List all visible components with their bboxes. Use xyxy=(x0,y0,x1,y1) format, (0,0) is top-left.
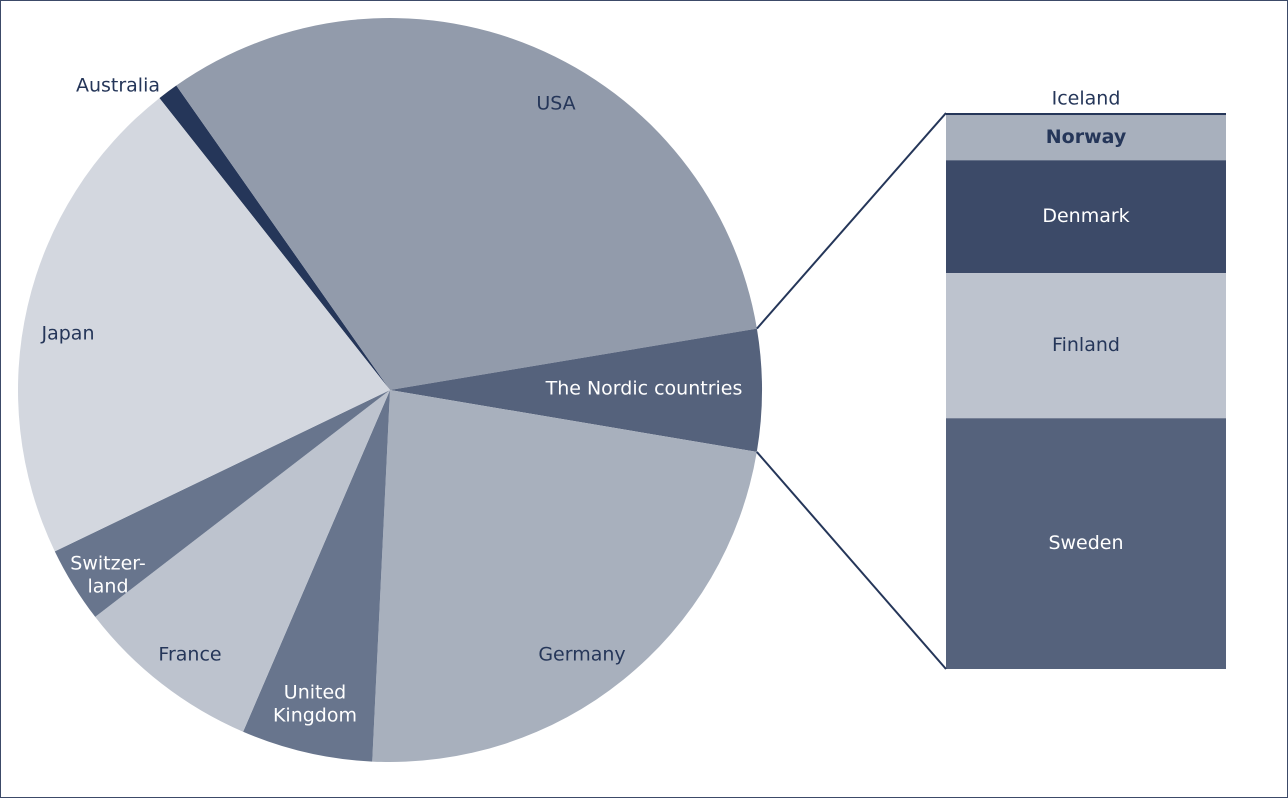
pie-slice xyxy=(18,98,391,552)
pie-slice xyxy=(176,17,757,391)
pie-slice xyxy=(372,390,757,762)
segment-label: Denmark xyxy=(1042,205,1129,227)
segment-label: Iceland xyxy=(1052,88,1121,110)
pie-slice xyxy=(390,328,762,452)
bar-segment xyxy=(946,113,1226,116)
slice-label: Germany xyxy=(538,644,625,666)
bar-segment xyxy=(946,418,1226,669)
slice-label: The Nordic countries xyxy=(545,378,743,400)
segment-label: Finland xyxy=(1052,334,1120,356)
pie-slice xyxy=(54,390,390,617)
slice-label: France xyxy=(158,644,221,666)
segment-label: Sweden xyxy=(1048,532,1123,554)
connector-line xyxy=(756,451,947,670)
slice-label: Australia xyxy=(76,75,160,97)
slice-label: United Kingdom xyxy=(273,681,357,726)
slice-label: Switzer-land xyxy=(70,552,145,597)
bar-segment xyxy=(946,273,1226,419)
connector-line xyxy=(756,112,947,330)
bar-segment xyxy=(946,160,1226,274)
pie-slice xyxy=(159,85,390,390)
slice-label: USA xyxy=(536,93,575,115)
pie-slice xyxy=(95,390,391,732)
segment-label: Norway xyxy=(1046,126,1127,148)
pie-slice xyxy=(243,390,390,762)
slice-label: Japan xyxy=(41,323,95,345)
bar-segment xyxy=(946,115,1226,161)
